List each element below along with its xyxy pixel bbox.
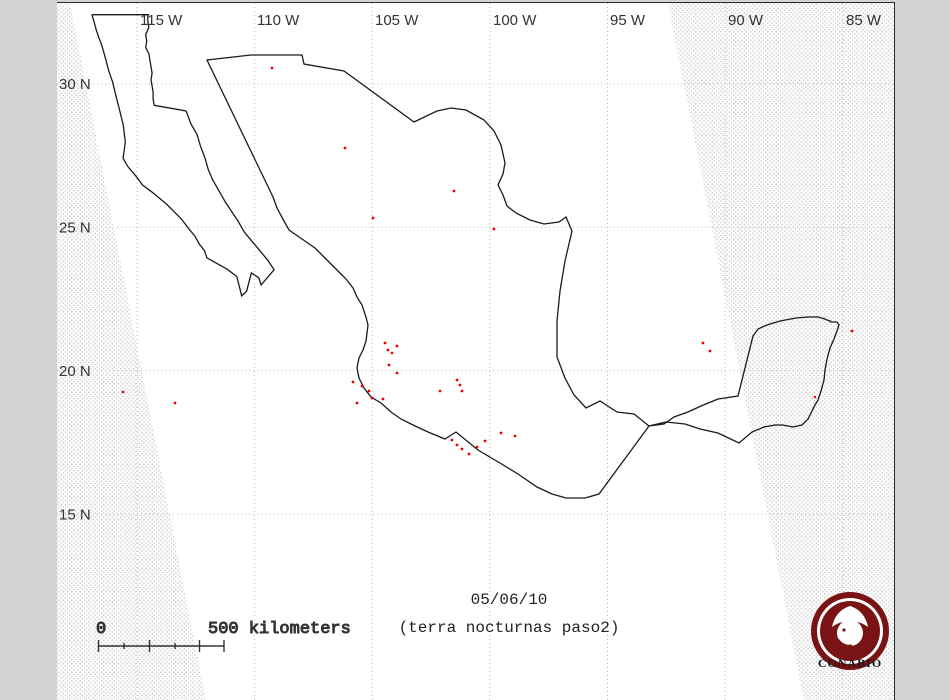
svg-text:100 W: 100 W — [493, 12, 537, 29]
svg-text:0: 0 — [96, 620, 106, 639]
svg-text:25 N: 25 N — [59, 220, 91, 237]
svg-text:90 W: 90 W — [728, 12, 764, 29]
svg-text:05/06/10: 05/06/10 — [471, 591, 548, 609]
svg-text:85 W: 85 W — [846, 12, 882, 29]
svg-text:30 N: 30 N — [59, 76, 91, 93]
svg-text:500 kilometers: 500 kilometers — [208, 620, 351, 639]
svg-text:95 W: 95 W — [610, 12, 646, 29]
svg-text:20 N: 20 N — [59, 363, 91, 380]
svg-text:15 N: 15 N — [59, 507, 91, 524]
svg-text:110 W: 110 W — [257, 12, 300, 29]
svg-text:CONABIO: CONABIO — [818, 656, 882, 670]
svg-text:105 W: 105 W — [375, 12, 419, 29]
svg-text:(terra nocturnas paso2): (terra nocturnas paso2) — [399, 619, 620, 637]
